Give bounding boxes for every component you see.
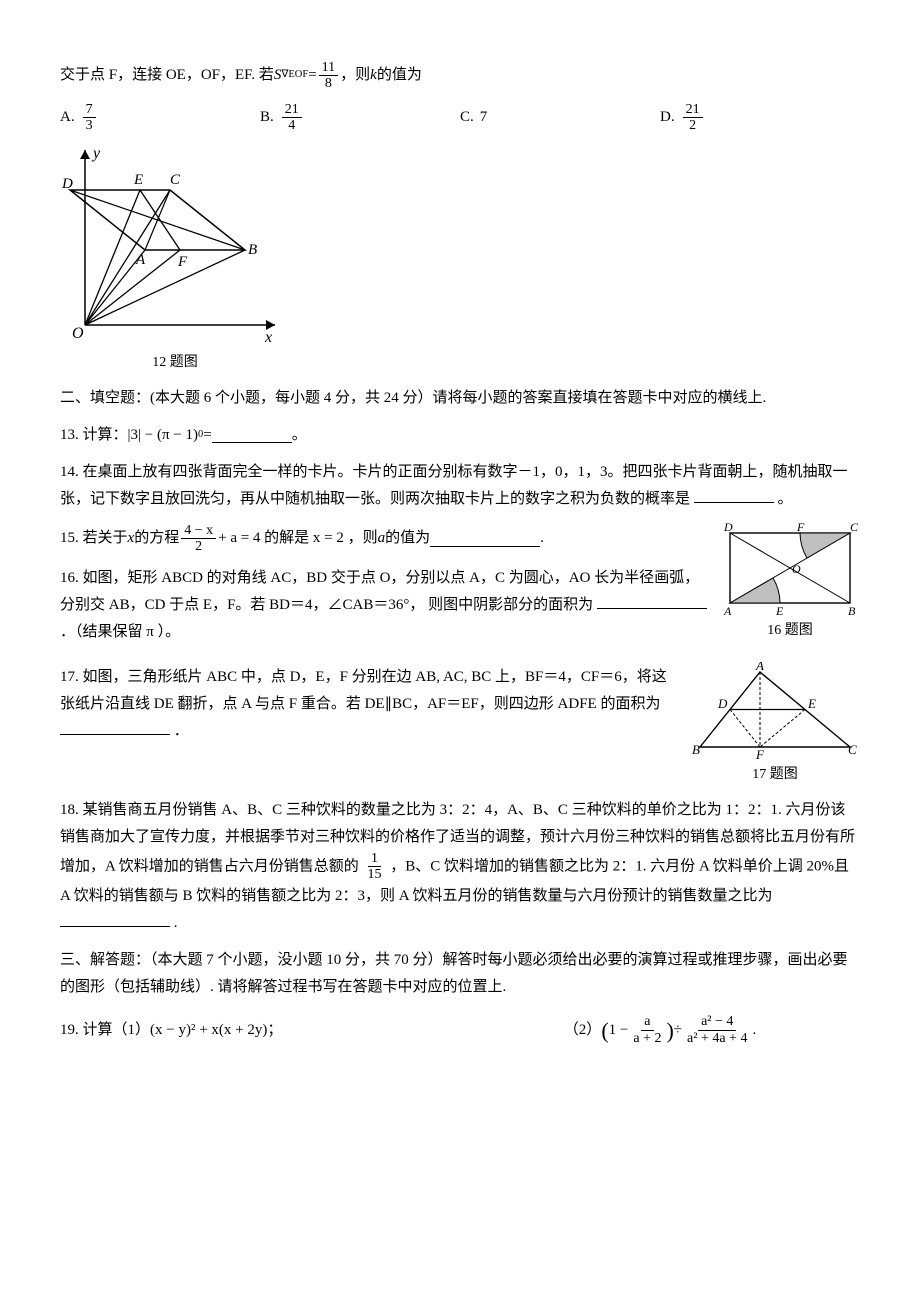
- q12-eq: =: [308, 62, 316, 89]
- q16-fig-caption: 16 题图: [720, 618, 860, 643]
- svg-text:E: E: [133, 172, 143, 188]
- q19-part2: （2） ( 1 − a a + 2 ) ÷ a² − 4 a² + 4a + 4…: [460, 1011, 860, 1051]
- blank: [212, 427, 292, 443]
- svg-text:F: F: [755, 747, 765, 762]
- blank: [694, 487, 774, 503]
- svg-text:y: y: [91, 145, 101, 162]
- svg-text:D: D: [723, 523, 733, 534]
- q12-fig-caption: 12 题图: [60, 350, 290, 375]
- svg-text:A: A: [755, 662, 764, 673]
- q12-choices: A. 7 3 B. 21 4 C. 7 D. 21 2: [60, 102, 860, 134]
- blank: [60, 911, 170, 927]
- q12-text-pre: 交于点 F，连接 OE，OF，EF. 若: [60, 62, 274, 89]
- q17-fig-caption: 17 题图: [690, 762, 860, 787]
- svg-text:D: D: [717, 696, 728, 711]
- q16-figure: A B C D E F O 16 题图: [720, 523, 860, 643]
- q19-part1: 19. 计算（1） (x − y)² + x(x + 2y) ；: [60, 1011, 460, 1051]
- svg-text:D: D: [61, 176, 73, 192]
- blank: [430, 531, 540, 547]
- q14: 14. 在桌面上放有四张背面完全一样的卡片。卡片的正面分别标有数字－1，0，1，…: [60, 459, 860, 513]
- svg-text:C: C: [170, 172, 181, 188]
- svg-text:E: E: [807, 696, 816, 711]
- choice-C: C. 7: [460, 102, 660, 134]
- svg-text:B: B: [692, 742, 700, 757]
- q15: 15. 若关于 x 的方程 4 − x 2 + a = 4 的解是 x = 2 …: [60, 523, 710, 555]
- svg-text:C: C: [848, 742, 857, 757]
- q12-figure: O x y D E C A F B 12 题图: [60, 140, 860, 375]
- choice-D: D. 21 2: [660, 102, 860, 134]
- q17-figure: A B C D E F 17 题图: [690, 662, 860, 787]
- svg-text:A: A: [135, 252, 146, 268]
- svg-text:A: A: [723, 604, 732, 618]
- q12-k: k: [370, 62, 377, 89]
- svg-text:O: O: [792, 562, 801, 576]
- svg-text:x: x: [264, 329, 272, 346]
- svg-text:F: F: [796, 523, 805, 534]
- svg-text:F: F: [177, 254, 188, 270]
- svg-text:C: C: [850, 523, 859, 534]
- q12-stem: 交于点 F，连接 OE，OF，EF. 若 S ∇EOF = 11 8 ，则 k …: [60, 60, 860, 92]
- choice-B: B. 21 4: [260, 102, 460, 134]
- q13: 13. 计算： |3| − (π − 1)0 = 。: [60, 422, 860, 449]
- q12-text-post: ，则: [340, 62, 370, 89]
- section3-heading: 三、解答题：（本大题 7 个小题，没小题 10 分，共 70 分）解答时每小题必…: [60, 947, 860, 1001]
- svg-text:O: O: [72, 325, 84, 342]
- q12-text-post2: 的值为: [377, 62, 422, 89]
- choice-A: A. 7 3: [60, 102, 260, 134]
- q19: 19. 计算（1） (x − y)² + x(x + 2y) ； （2） ( 1…: [60, 1011, 860, 1051]
- q12-S-sub: ∇EOF: [281, 66, 308, 85]
- blank: [60, 719, 170, 735]
- svg-text:B: B: [848, 604, 856, 618]
- svg-text:E: E: [775, 604, 784, 618]
- svg-text:B: B: [248, 242, 257, 258]
- section2-heading: 二、填空题：(本大题 6 个小题，每小题 4 分，共 24 分）请将每小题的答案…: [60, 385, 860, 412]
- q12-frac: 11 8: [319, 60, 338, 92]
- q18: 18. 某销售商五月份销售 A、B、C 三种饮料的数量之比为 3：2：4，A、B…: [60, 797, 860, 937]
- blank: [597, 593, 707, 609]
